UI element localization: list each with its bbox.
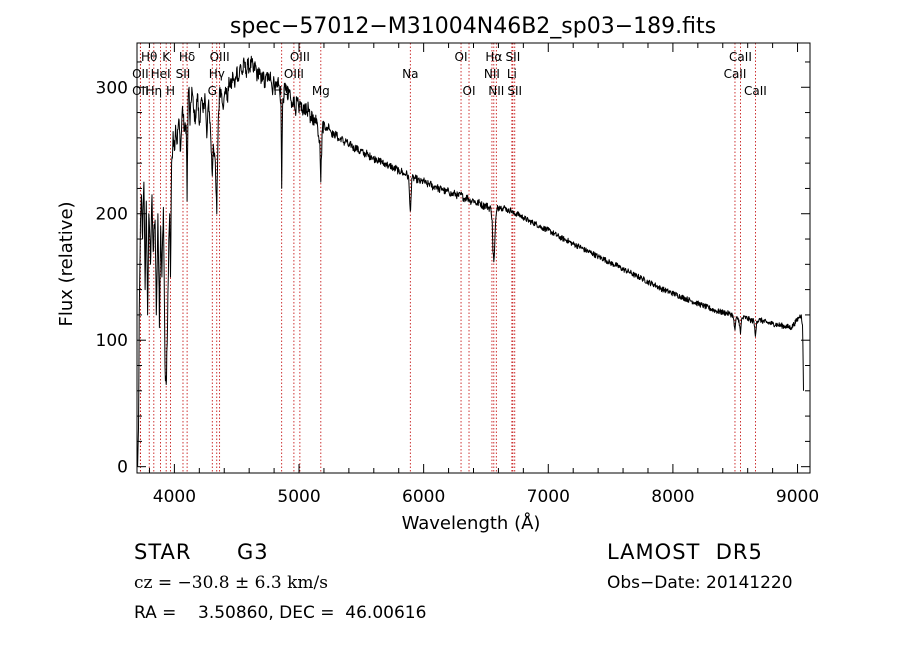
line-label: SII [176,67,191,81]
line-label: Na [402,67,418,81]
x-tick-label: 8000 [651,487,694,507]
x-axis: 4000 5000 6000 7000 8000 9000 [148,43,819,507]
line-label: OII [132,67,149,81]
line-label: CaII [744,84,767,98]
x-axis-label: Wavelength (Å) [402,512,541,534]
y-tick-label: 100 [96,331,128,351]
y-tick-label: 0 [117,458,128,478]
line-label: Hα [485,50,502,64]
line-label: OIII [210,50,230,64]
x-tick-label: 4000 [153,487,196,507]
line-label: G [208,84,217,98]
line-label: Hη [146,84,163,98]
y-axis-label: Flux (relative) [56,201,77,326]
line-label: NII [488,84,504,98]
sky-coordinates: RA = 3.50860, DEC = 46.00616 [134,603,427,623]
line-label: H [166,84,175,98]
x-tick-label: 6000 [402,487,445,507]
line-label: OI [455,50,468,64]
x-tick-label: 9000 [776,487,819,507]
y-axis: 0 100 200 300 [96,61,810,478]
line-label: Li [507,67,517,81]
spectral-line-markers [139,43,756,473]
line-label: Hθ [141,50,157,64]
line-label: SII [507,84,522,98]
x-tick-label: 7000 [527,487,570,507]
line-label: SII [506,50,521,64]
plot-frame [136,42,811,474]
line-label: Mg [312,84,330,98]
object-class: STAR [134,540,192,564]
line-label: Hγ [209,67,225,81]
line-label: K [162,50,171,64]
line-label: OIII [290,50,310,64]
line-label: NII [484,67,500,81]
observation-date: Obs−Date: 20141220 [607,573,793,593]
object-subclass: G3 [237,540,269,564]
spectrum-series-line [137,55,804,467]
line-label: OI [463,84,476,98]
survey-release: LAMOST DR5 [607,540,763,564]
redshift-cz: cz = −30.8 ± 6.3 km/s [134,573,328,593]
line-label: Hδ [179,50,195,64]
x-tick-label: 5000 [277,487,320,507]
line-label: CaII [729,50,752,64]
line-label: CaII [724,67,747,81]
chart-title: spec−57012−M31004N46B2_sp03−189.fits [230,14,716,39]
line-label: HeI [151,67,171,81]
y-tick-label: 200 [96,205,128,225]
y-tick-label: 300 [96,78,128,98]
line-label: OIII [284,67,304,81]
